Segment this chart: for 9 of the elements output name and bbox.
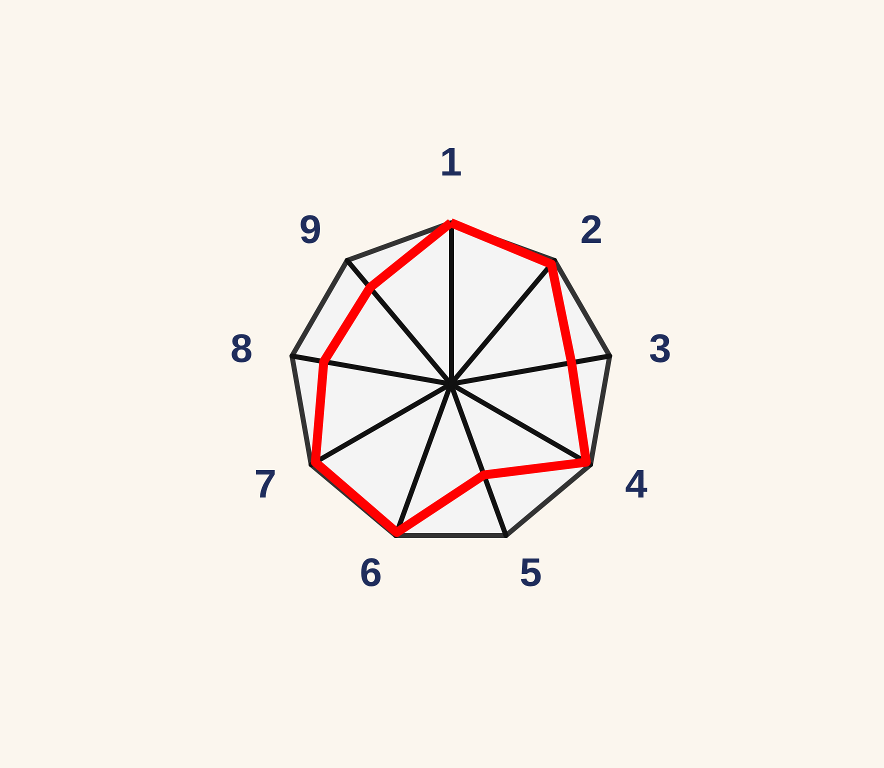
spoke-label: 1 bbox=[440, 140, 462, 185]
spoke-label: 2 bbox=[580, 208, 602, 252]
spoke-label: 4 bbox=[625, 462, 648, 507]
spoke-label: 8 bbox=[230, 327, 253, 372]
spoke-label: 9 bbox=[299, 208, 322, 252]
spoke-label: 6 bbox=[360, 551, 382, 596]
spoke-label: 5 bbox=[520, 551, 542, 596]
spoke-label: 3 bbox=[649, 327, 672, 372]
spoke-label: 7 bbox=[254, 462, 277, 507]
